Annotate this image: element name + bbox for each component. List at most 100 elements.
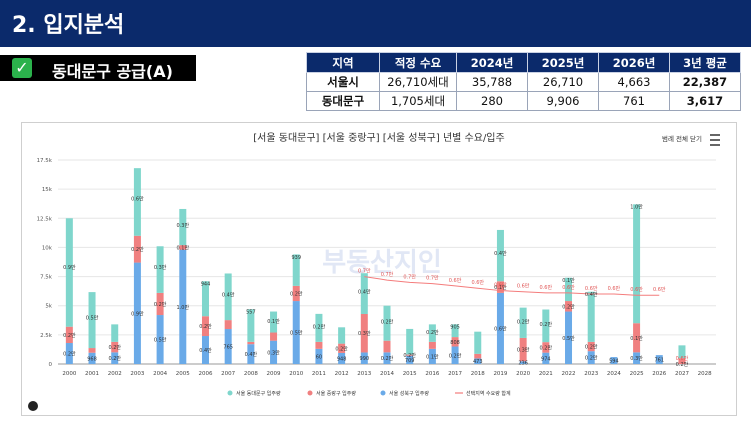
demand-value-label: 0.6만 [471, 279, 484, 286]
section-label: 동대문구 공급(A) [52, 62, 173, 81]
bar-seongbuk [496, 292, 504, 364]
bar-value-label: 0.4만 [222, 291, 235, 298]
legend-label: 서울 중랑구 입주량 [316, 390, 356, 397]
demand-value-label: 0.6만 [517, 283, 530, 290]
bar-value-label: 0.1만 [630, 335, 643, 342]
bar-jungnang [88, 348, 96, 353]
bar-dongdaemun [383, 305, 391, 341]
demand-value-label: 0.6만 [653, 286, 666, 293]
bar-seongbuk [270, 340, 278, 364]
x-tick-label: 2000 [62, 371, 76, 377]
bar-value-label: 0.1만 [177, 244, 190, 251]
bar-value-label: 0.6만 [131, 196, 144, 203]
bar-value-label: 761 [655, 358, 665, 364]
bar-value-label: 0.4만 [358, 289, 371, 296]
bar-value-label: 0.2만 [562, 303, 575, 310]
menu-icon[interactable] [710, 134, 720, 146]
x-tick-label: 2017 [448, 371, 462, 377]
bar-dongdaemun [247, 309, 255, 342]
value-cell: 761 [598, 91, 670, 111]
bar-value-label: 0.3만 [267, 349, 280, 356]
demand-value-label: 0.6만 [630, 286, 643, 293]
x-tick-label: 2006 [198, 371, 212, 377]
x-tick-label: 2020 [516, 371, 530, 377]
bar-jungnang [428, 341, 436, 349]
bar-jungnang [201, 316, 209, 337]
bar-seongbuk [406, 355, 414, 364]
x-tick-label: 2009 [267, 371, 281, 377]
value-cell: 9,906 [527, 91, 599, 111]
demand-value-label: 0.6만 [562, 284, 575, 291]
header-cell: 2024년 [456, 52, 528, 73]
bar-seongbuk [474, 358, 482, 364]
supply-table: 지역 적정 수요 2024년 2025년 2026년 3년 평균 서울시 26,… [306, 52, 741, 111]
bar-dongdaemun [224, 273, 232, 321]
x-tick-label: 2018 [471, 371, 485, 377]
bar-value-label: 60 [316, 354, 322, 360]
x-tick-label: 2016 [425, 371, 439, 377]
bar-jungnang [292, 285, 300, 302]
bar-seongbuk [360, 352, 368, 364]
header-cell: 2025년 [527, 52, 599, 73]
demand-cell: 26,710세대 [379, 72, 457, 92]
demand-value-label: 0.7만 [426, 275, 439, 282]
bar-seongbuk [542, 352, 550, 364]
x-tick-label: 2011 [312, 371, 326, 377]
x-tick-label: 2019 [493, 371, 507, 377]
bar-value-label: 939 [291, 255, 301, 261]
bar-dongdaemun [496, 229, 504, 282]
demand-value-label: 0.6만 [449, 277, 462, 284]
demand-value-label: 0.7만 [358, 268, 371, 275]
bar-dongdaemun [565, 277, 573, 302]
y-tick-label: 5k [45, 304, 52, 310]
bar-dongdaemun [270, 311, 278, 333]
chart-plot: 부동산지인 0 2.5k 5k 7.5k 10k 12.5k 15k 17.5k 2000 2001… [37, 158, 716, 397]
bar-seongbuk [338, 352, 346, 364]
bar-jungnang [587, 341, 595, 352]
x-tick-label: 2028 [698, 371, 712, 377]
demand-value-label: 0.7만 [381, 271, 394, 278]
bar-value-label: 0.2만 [403, 352, 416, 359]
x-tick-label: 2003 [130, 371, 144, 377]
bar-seongbuk [133, 262, 141, 364]
table-header-row: 지역 적정 수요 2024년 2025년 2026년 3년 평균 [306, 52, 741, 73]
bar-value-label: 0.5만 [562, 335, 575, 342]
bar-dongdaemun [133, 168, 141, 236]
bar-dongdaemun [542, 309, 550, 343]
bar-seongbuk [383, 352, 391, 364]
legend-toggle-button[interactable]: 범례 전체 닫기 [661, 135, 702, 143]
demand-value-label: 0.6만 [585, 285, 598, 292]
bar-seongbuk [88, 352, 96, 364]
bar-jungnang [315, 341, 323, 349]
value-cell: 35,788 [456, 72, 528, 92]
bar-value-label: 905 [450, 325, 460, 331]
bar-jungnang [451, 337, 459, 347]
demand-value-label: 0.6만 [540, 284, 553, 291]
bar-seongbuk [292, 301, 300, 364]
bar-value-label: 0.2만 [63, 332, 76, 339]
bar-dongdaemun [406, 328, 414, 355]
bar-value-label: 0.9만 [131, 310, 144, 317]
y-tick-label: 10k [42, 245, 53, 251]
bar-jungnang [224, 320, 232, 330]
legend-marker [380, 390, 386, 396]
bar-value-label: 808 [450, 340, 460, 346]
x-tick-label: 2001 [85, 371, 99, 377]
bar-value-label: 1.0만 [630, 204, 643, 211]
bar-jungnang [519, 337, 527, 362]
bar-value-label: 709 [405, 358, 415, 364]
bar-jungnang [565, 301, 573, 312]
demand-cell: 1,705세대 [379, 91, 457, 111]
demand-value-label: 0.7만 [403, 273, 416, 280]
y-tick-label: 0 [49, 362, 53, 368]
bar-dongdaemun [201, 281, 209, 317]
logo-icon [28, 401, 38, 411]
bar-jungnang [247, 341, 255, 345]
bar-value-label: 0.1만 [267, 318, 280, 325]
demand-line [364, 276, 660, 296]
bar-value-label: 948 [337, 356, 347, 362]
bar-seongbuk [247, 344, 255, 364]
bar-jungnang [633, 323, 641, 353]
value-cell: 26,710 [527, 72, 599, 92]
bar-seongbuk [111, 352, 119, 364]
